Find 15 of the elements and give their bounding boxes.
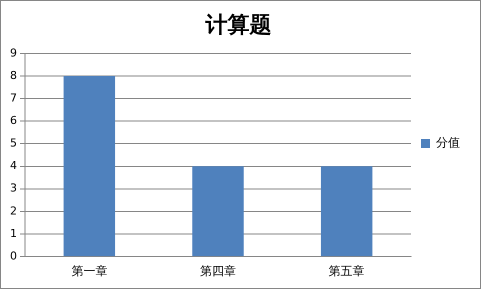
y-tick-label: 4 — [10, 159, 17, 172]
x-tick-label: 第五章 — [328, 264, 365, 278]
y-tick-label: 5 — [10, 136, 17, 150]
chart-title: 计算题 — [204, 12, 272, 38]
y-tick-label: 8 — [10, 68, 17, 82]
x-tick-label: 第一章 — [71, 264, 108, 278]
y-tick-label: 0 — [10, 249, 17, 262]
y-tick-label: 9 — [10, 46, 17, 60]
y-tick-label: 2 — [10, 204, 17, 218]
x-tick-label: 第四章 — [200, 264, 236, 278]
y-tick-label: 6 — [10, 114, 17, 127]
y-tick-label: 3 — [10, 182, 17, 195]
y-tick-label: 7 — [10, 91, 17, 104]
legend-label: 分值 — [436, 136, 460, 150]
y-tick-label: 1 — [10, 226, 17, 240]
